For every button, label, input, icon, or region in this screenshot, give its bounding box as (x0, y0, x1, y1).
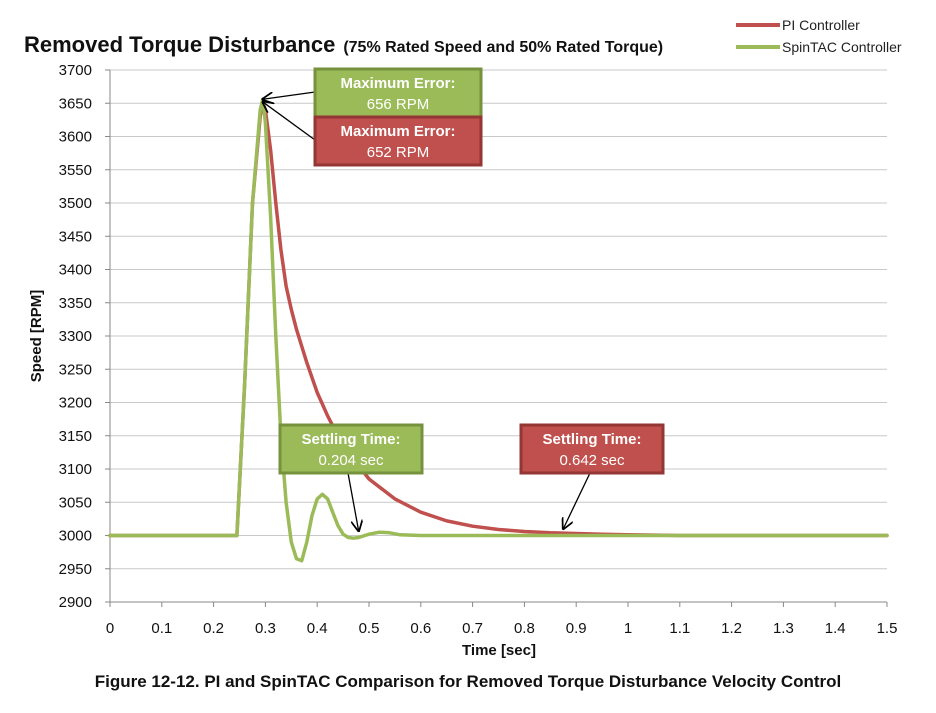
speed-chart: Removed Torque Disturbance (75% Rated Spe… (24, 32, 898, 659)
x-tick-label: 0.3 (255, 620, 276, 637)
legend-item-spintac: SpinTAC Controller (736, 36, 902, 58)
y-tick-label: 2900 (59, 594, 92, 611)
legend: PI Controller SpinTAC Controller (736, 14, 902, 58)
y-tick-label: 3250 (59, 361, 92, 378)
y-tick-label: 3050 (59, 494, 92, 511)
annotation-line1: Maximum Error: (340, 123, 455, 140)
x-tick-label: 1 (624, 620, 632, 637)
x-tick-label: 1.4 (825, 620, 846, 637)
y-tick-label: 3400 (59, 262, 92, 279)
x-axis-label: Time [sec] (462, 642, 536, 659)
annotation-box (519, 423, 665, 475)
annotation-box (278, 423, 424, 475)
annotation-arrow (563, 472, 591, 529)
y-tick-label: 3600 (59, 129, 92, 146)
x-tick-label: 1.5 (877, 620, 898, 637)
annotation-line2: 0.642 sec (559, 452, 625, 469)
y-tick-label: 3100 (59, 461, 92, 478)
legend-item-pi: PI Controller (736, 14, 902, 36)
annotation-line1: Settling Time: (302, 431, 401, 448)
y-tick-label: 3550 (59, 162, 92, 179)
annotation-arrow (263, 102, 316, 141)
annotation-spintac-max: Maximum Error: 656 RPM (263, 67, 483, 119)
x-tick-label: 1.2 (721, 620, 742, 637)
x-tick-label: 0.2 (203, 620, 224, 637)
x-tick-label: 0.5 (359, 620, 380, 637)
x-tick-label: 0.1 (151, 620, 172, 637)
y-axis-label: Speed [RPM] (28, 290, 45, 383)
annotation-pi-max: Maximum Error: 652 RPM (263, 102, 483, 167)
annotation-line2: 0.204 sec (318, 452, 384, 469)
y-tick-label: 3500 (59, 195, 92, 212)
annotation-line1: Maximum Error: (340, 75, 455, 92)
annotation-line2: 652 RPM (367, 144, 430, 161)
series-line-pi (108, 100, 889, 538)
x-tick-label: 0.7 (462, 620, 483, 637)
annotation-line2: 656 RPM (367, 96, 430, 113)
y-tick-label: 3300 (59, 328, 92, 345)
chart-title: Removed Torque Disturbance (75% Rated Spe… (24, 32, 663, 57)
y-tick-label: 3650 (59, 95, 92, 112)
y-tick-label: 3200 (59, 395, 92, 412)
axes: 2900 2950 3000 3050 3100 3150 3200 3250 3300 3350… (59, 62, 898, 637)
x-tick-label: 0.4 (307, 620, 328, 637)
series-line-spintac (108, 97, 889, 563)
legend-swatch-spintac (736, 45, 780, 49)
annotation-arrow (347, 472, 359, 531)
chart-title-main: Removed Torque Disturbance (24, 32, 335, 57)
legend-label-spintac: SpinTAC Controller (782, 39, 902, 55)
y-tick-label: 3700 (59, 62, 92, 79)
x-tick-label: 1.1 (669, 620, 690, 637)
annotations: Maximum Error: 656 RPM Maximum Error: 652 R… (263, 67, 665, 531)
y-tick-label: 3350 (59, 295, 92, 312)
grid-lines (110, 69, 887, 603)
legend-swatch-pi (736, 23, 780, 27)
figure-caption: Figure 12-12. PI and SpinTAC Comparison … (94, 672, 842, 691)
annotation-spintac-settle: Settling Time: 0.204 sec (278, 423, 424, 531)
annotation-line1: Settling Time: (543, 431, 642, 448)
annotation-box (313, 115, 483, 167)
y-tick-label: 3150 (59, 428, 92, 445)
x-tick-label: 0.9 (566, 620, 587, 637)
x-tick-label: 1.3 (773, 620, 794, 637)
chart-subtitle: (75% Rated Speed and 50% Rated Torque) (343, 39, 663, 56)
x-tick-label: 0.8 (514, 620, 535, 637)
annotation-arrow (263, 91, 316, 99)
x-tick-label: 0.6 (410, 620, 431, 637)
y-tick-label: 3450 (59, 228, 92, 245)
y-tick-label: 3000 (59, 528, 92, 545)
x-tick-label: 0 (106, 620, 114, 637)
series-lines (108, 97, 889, 563)
legend-label-pi: PI Controller (782, 17, 860, 33)
annotation-pi-settle: Settling Time: 0.642 sec (519, 423, 665, 529)
y-tick-label: 2950 (59, 561, 92, 578)
